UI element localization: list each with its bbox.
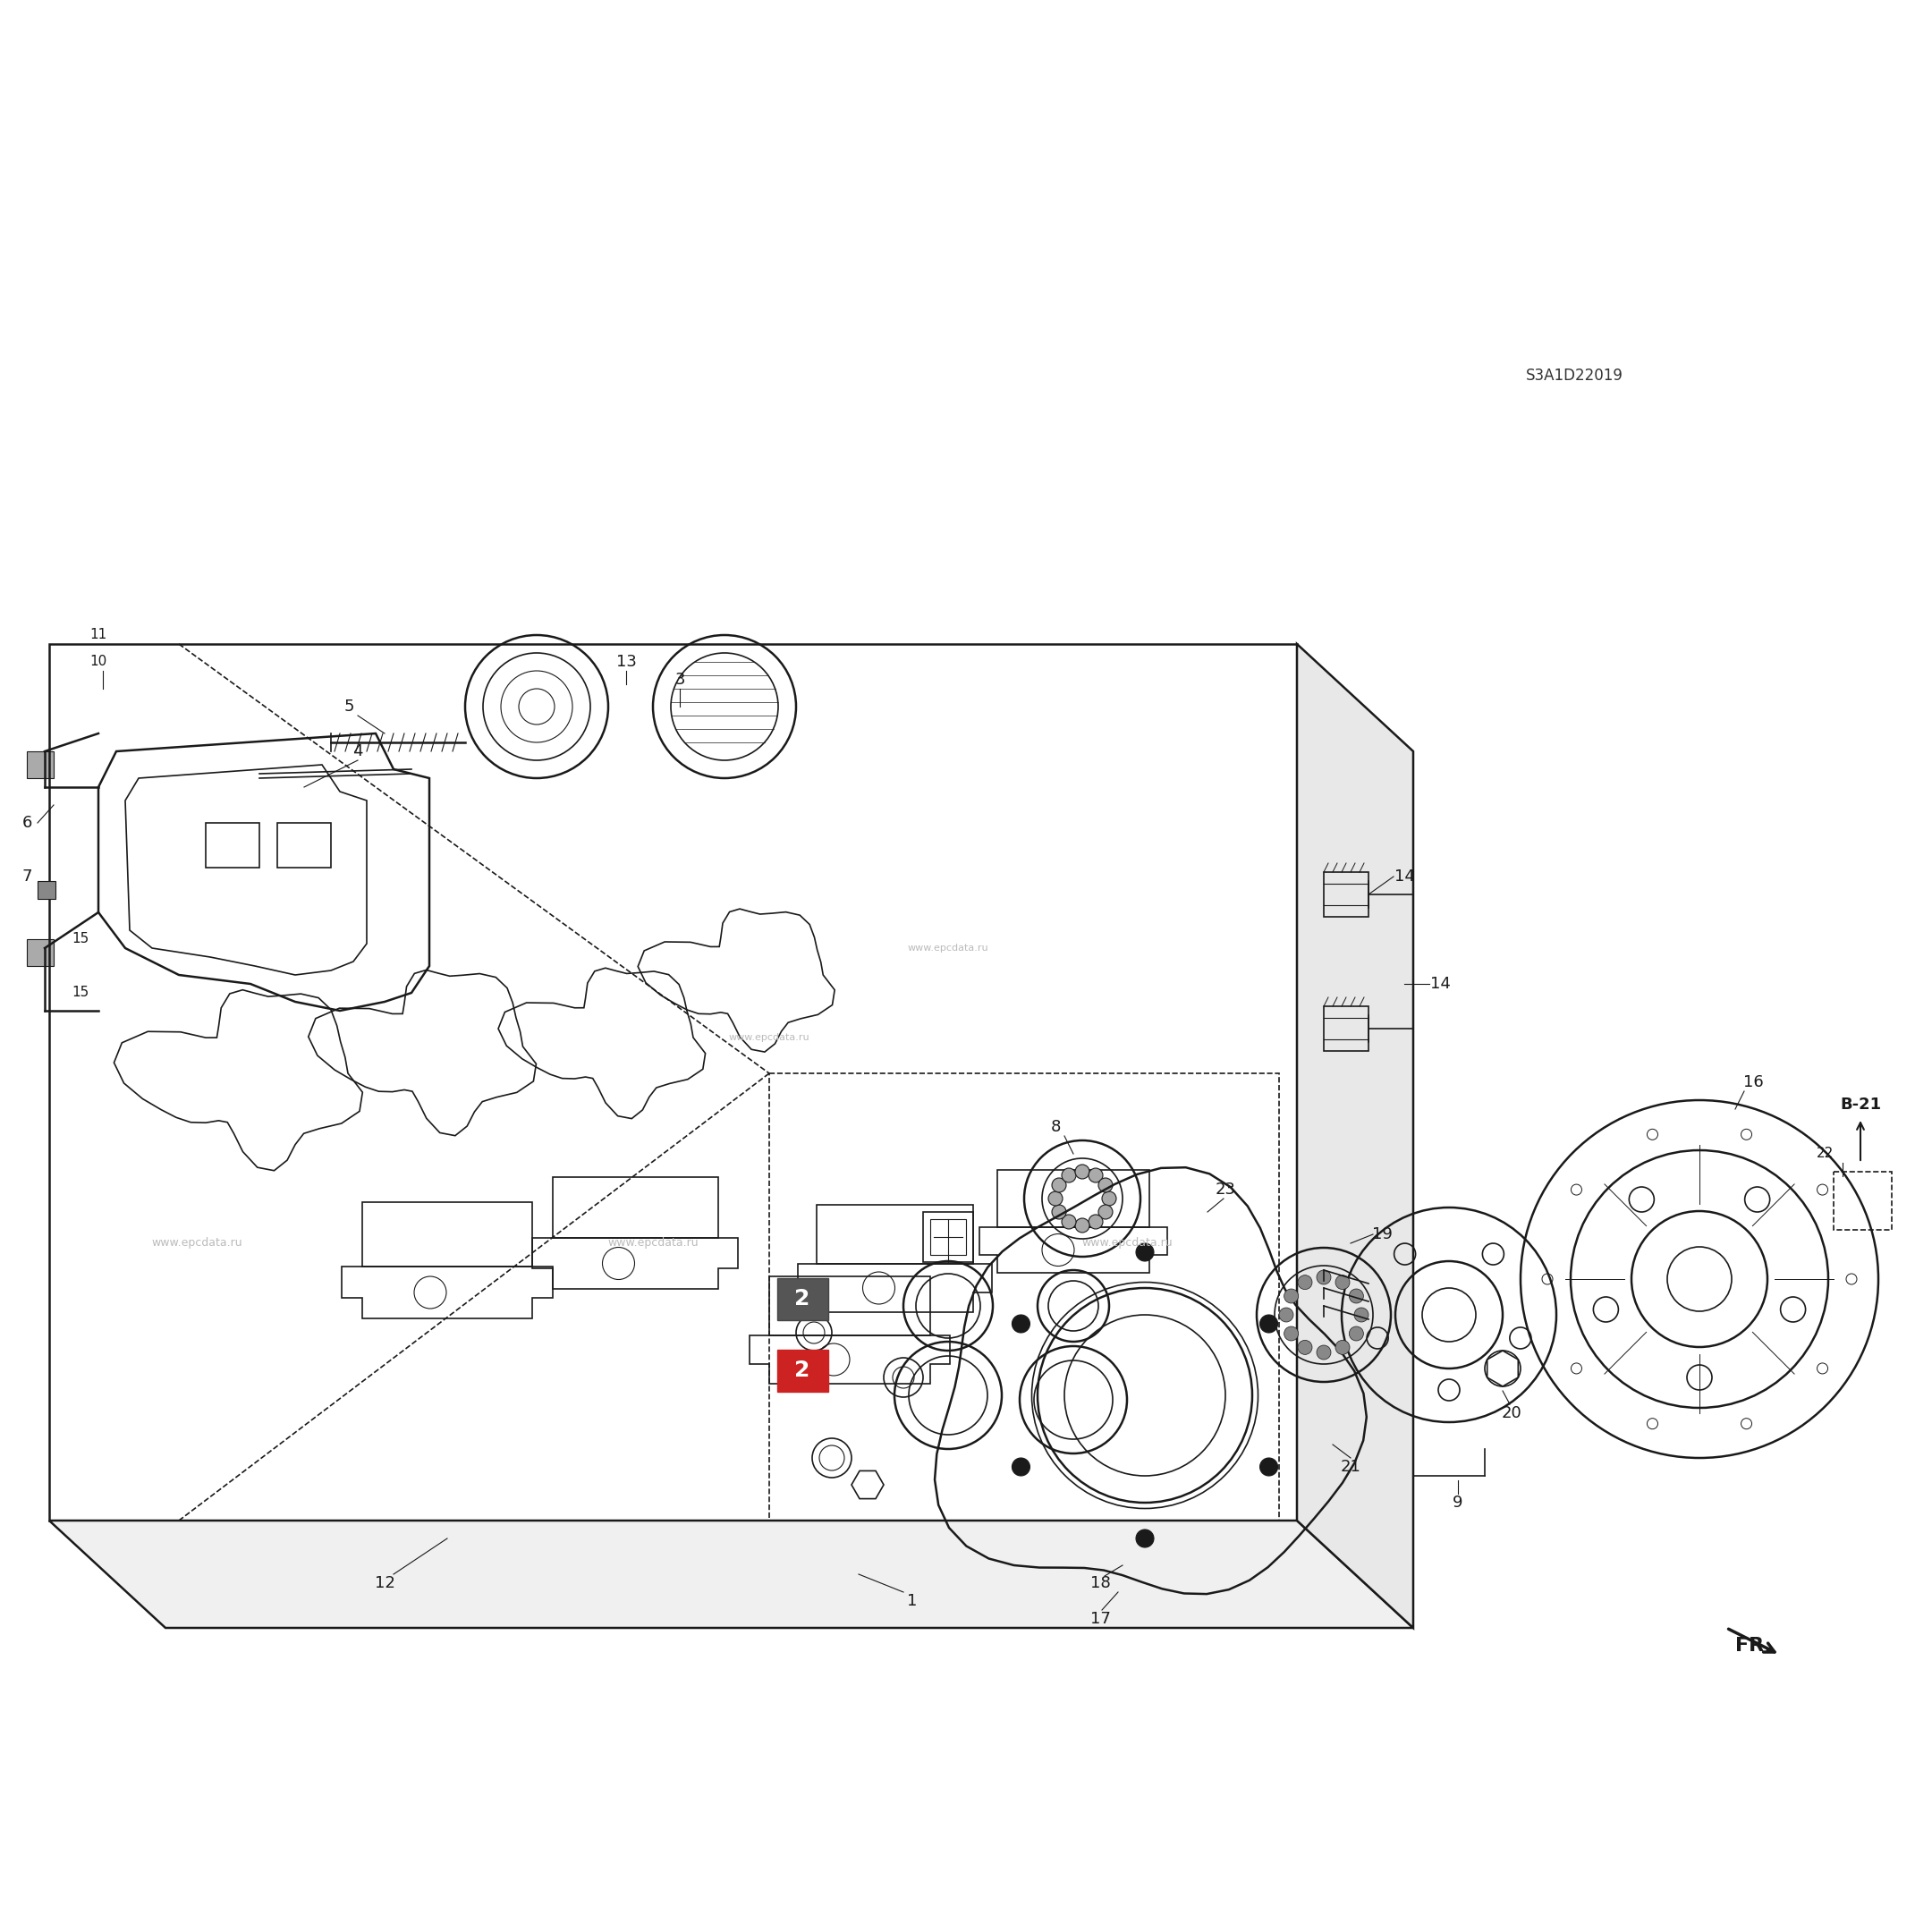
- Text: B-21: B-21: [1839, 1097, 1882, 1113]
- Circle shape: [1285, 1289, 1298, 1304]
- Text: 19: 19: [1372, 1227, 1393, 1242]
- Text: 13: 13: [616, 653, 636, 670]
- Text: 7: 7: [21, 869, 33, 885]
- Bar: [37, 881, 56, 898]
- Circle shape: [1349, 1327, 1364, 1341]
- Circle shape: [1335, 1275, 1350, 1289]
- FancyBboxPatch shape: [777, 1350, 829, 1391]
- Text: 10: 10: [89, 655, 106, 668]
- Text: 12: 12: [375, 1575, 394, 1592]
- Text: 1: 1: [908, 1594, 918, 1609]
- Bar: [27, 939, 54, 966]
- Circle shape: [1136, 1530, 1153, 1548]
- Text: www.epcdata.ru: www.epcdata.ru: [1082, 1238, 1173, 1250]
- Circle shape: [1099, 1179, 1113, 1192]
- Text: FR.: FR.: [1735, 1636, 1772, 1654]
- Text: www.epcdata.ru: www.epcdata.ru: [151, 1238, 242, 1250]
- Circle shape: [1279, 1308, 1293, 1321]
- Text: 3: 3: [674, 672, 686, 688]
- Text: 4: 4: [354, 744, 363, 759]
- Text: 16: 16: [1743, 1074, 1764, 1090]
- Text: 14: 14: [1395, 869, 1414, 885]
- Circle shape: [1049, 1192, 1063, 1206]
- Circle shape: [1063, 1169, 1076, 1182]
- Text: 21: 21: [1341, 1459, 1360, 1474]
- Circle shape: [1136, 1244, 1153, 1262]
- Bar: [1833, 1171, 1891, 1231]
- Circle shape: [1316, 1269, 1331, 1285]
- Circle shape: [1349, 1289, 1364, 1304]
- Circle shape: [1051, 1179, 1066, 1192]
- Circle shape: [1354, 1308, 1368, 1321]
- Text: 9: 9: [1453, 1495, 1463, 1511]
- Text: 14: 14: [1430, 976, 1451, 991]
- Circle shape: [1051, 1206, 1066, 1219]
- Text: www.epcdata.ru: www.epcdata.ru: [728, 1034, 810, 1041]
- Text: 8: 8: [1051, 1119, 1061, 1134]
- Text: 15: 15: [71, 985, 89, 999]
- Bar: [929, 1219, 966, 1256]
- Text: 5: 5: [344, 699, 354, 715]
- Text: 22: 22: [1816, 1148, 1833, 1161]
- Circle shape: [1099, 1206, 1113, 1219]
- Circle shape: [1012, 1459, 1030, 1476]
- Bar: [923, 1211, 974, 1262]
- Text: S3A1D22019: S3A1D22019: [1526, 367, 1623, 384]
- Circle shape: [1101, 1192, 1117, 1206]
- Text: 17: 17: [1090, 1611, 1111, 1627]
- Circle shape: [1012, 1316, 1030, 1333]
- Text: 2: 2: [794, 1289, 810, 1310]
- Text: 20: 20: [1501, 1405, 1522, 1422]
- Circle shape: [1316, 1345, 1331, 1360]
- Circle shape: [1335, 1341, 1350, 1354]
- Circle shape: [1298, 1341, 1312, 1354]
- Polygon shape: [48, 1520, 1412, 1629]
- FancyBboxPatch shape: [777, 1279, 829, 1320]
- Text: 11: 11: [89, 628, 106, 641]
- Polygon shape: [1296, 643, 1412, 1629]
- Bar: [278, 823, 330, 867]
- Bar: [27, 752, 54, 779]
- Text: 15: 15: [71, 933, 89, 947]
- Text: 18: 18: [1090, 1575, 1111, 1592]
- Circle shape: [1260, 1459, 1277, 1476]
- Circle shape: [1063, 1215, 1076, 1229]
- Bar: [1323, 1007, 1368, 1051]
- Text: www.epcdata.ru: www.epcdata.ru: [607, 1238, 697, 1250]
- Text: 23: 23: [1215, 1182, 1236, 1198]
- Circle shape: [1074, 1219, 1090, 1233]
- Circle shape: [1285, 1327, 1298, 1341]
- Circle shape: [1088, 1215, 1103, 1229]
- Bar: [1323, 871, 1368, 918]
- Circle shape: [1298, 1275, 1312, 1289]
- Circle shape: [1260, 1316, 1277, 1333]
- Circle shape: [1074, 1165, 1090, 1179]
- Text: 2: 2: [794, 1360, 810, 1381]
- Text: 6: 6: [21, 815, 33, 831]
- Circle shape: [1088, 1169, 1103, 1182]
- Bar: [205, 823, 259, 867]
- Text: www.epcdata.ru: www.epcdata.ru: [908, 943, 989, 952]
